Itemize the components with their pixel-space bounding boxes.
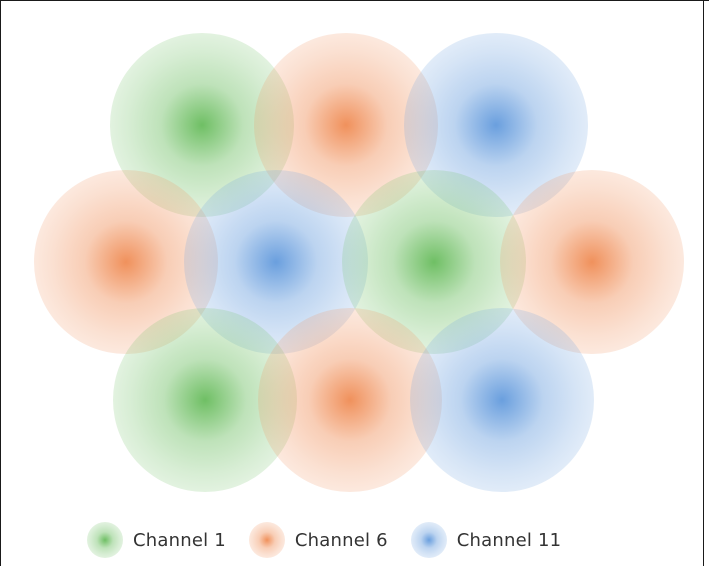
legend-item-channel-11: Channel 11 [410,521,562,559]
legend: Channel 1 Channel 6 Channel 11 [86,520,583,560]
cell-row2-4-ch6 [500,170,684,354]
cell-row2-3-ch1 [342,170,526,354]
channel-11-swatch-icon [410,522,447,558]
cell-row3-2-ch6 [258,308,442,492]
legend-label-channel-11: Channel 11 [456,529,562,551]
legend-item-channel-1: Channel 1 [86,521,226,559]
coverage-cells [34,33,684,492]
cell-row2-1-ch6 [34,170,218,354]
cell-row3-1-ch1 [113,308,297,492]
cell-row1-2-ch6 [254,33,438,217]
legend-label-channel-6: Channel 6 [294,529,388,551]
channel-6-swatch-icon [248,522,285,558]
legend-item-channel-6: Channel 6 [248,521,388,559]
legend-label-channel-1: Channel 1 [133,529,226,551]
frame-right-border [703,0,704,566]
cell-row3-3-ch11 [410,308,594,492]
channel-1-swatch-icon [87,522,123,558]
cell-row2-2-ch11 [184,170,368,354]
cell-row1-1-ch1 [110,33,294,217]
cell-row1-3-ch11 [404,33,588,217]
